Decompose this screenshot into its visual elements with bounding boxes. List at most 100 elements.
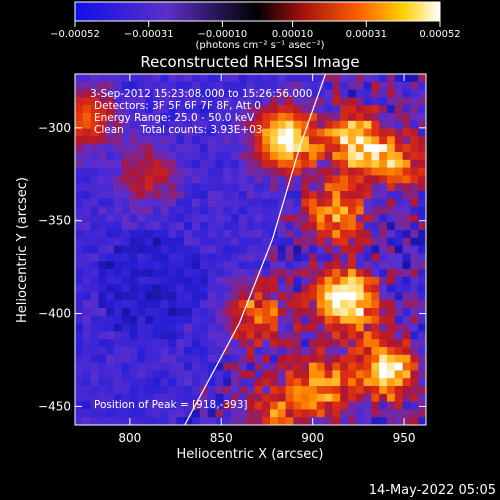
heatmap-cell	[98, 284, 107, 293]
heatmap-cell	[90, 315, 99, 324]
heatmap-cell	[301, 74, 310, 83]
heatmap-cell	[215, 237, 224, 246]
heatmap-cell	[176, 284, 185, 293]
heatmap-cell	[168, 222, 177, 231]
heatmap-cell	[285, 167, 294, 176]
heatmap-cell	[355, 323, 364, 332]
heatmap-cell	[324, 144, 333, 153]
heatmap-cell	[129, 206, 138, 215]
heatmap-cell	[387, 191, 396, 200]
heatmap-cell	[207, 144, 216, 153]
heatmap-cell	[246, 308, 255, 317]
heatmap-cell	[184, 331, 193, 340]
heatmap-cell	[355, 159, 364, 168]
heatmap-cell	[355, 409, 364, 418]
heatmap-cell	[340, 230, 349, 239]
heatmap-cell	[160, 284, 169, 293]
heatmap-cell	[379, 370, 388, 379]
heatmap-cell	[293, 269, 302, 278]
heatmap-cell	[410, 128, 419, 137]
heatmap-cell	[223, 253, 232, 262]
heatmap-cell	[324, 347, 333, 356]
heatmap-cell	[231, 300, 240, 309]
heatmap-cell	[98, 120, 107, 129]
heatmap-cell	[355, 74, 364, 83]
heatmap-cell	[137, 276, 146, 285]
heatmap-cell	[160, 159, 169, 168]
heatmap-cell	[324, 393, 333, 402]
heatmap-cell	[340, 362, 349, 371]
heatmap-cell	[355, 315, 364, 324]
heatmap-cell	[293, 378, 302, 387]
heatmap-cell	[277, 347, 286, 356]
heatmap-cell	[324, 113, 333, 122]
heatmap-cell	[121, 113, 130, 122]
heatmap-cell	[277, 308, 286, 317]
heatmap-cell	[106, 362, 115, 371]
heatmap-cell	[90, 417, 99, 425]
heatmap-cell	[145, 417, 154, 425]
heatmap-cell	[223, 230, 232, 239]
heatmap-cell	[223, 362, 232, 371]
heatmap-image	[75, 74, 426, 425]
heatmap-cell	[98, 167, 107, 176]
heatmap-cell	[332, 308, 341, 317]
heatmap-cell	[254, 292, 263, 301]
heatmap-cell	[153, 323, 162, 332]
heatmap-cell	[387, 230, 396, 239]
heatmap-cell	[418, 237, 426, 246]
heatmap-cell	[137, 261, 146, 270]
heatmap-cell	[90, 74, 99, 83]
heatmap-cell	[394, 370, 403, 379]
heatmap-cell	[410, 206, 419, 215]
heatmap-cell	[114, 136, 123, 145]
heatmap-cell	[121, 245, 130, 254]
heatmap-cell	[355, 284, 364, 293]
heatmap-cell	[379, 120, 388, 129]
heatmap-cell	[348, 113, 357, 122]
heatmap-cell	[160, 230, 169, 239]
heatmap-cell	[285, 370, 294, 379]
heatmap-cell	[371, 144, 380, 153]
heatmap-cell	[324, 292, 333, 301]
heatmap-cell	[75, 97, 84, 106]
heatmap-cell	[192, 331, 201, 340]
heatmap-cell	[316, 315, 325, 324]
heatmap-cell	[301, 354, 310, 363]
heatmap-cell	[207, 354, 216, 363]
heatmap-cell	[114, 378, 123, 387]
heatmap-cell	[192, 159, 201, 168]
heatmap-cell	[137, 214, 146, 223]
heatmap-cell	[231, 191, 240, 200]
heatmap-cell	[145, 245, 154, 254]
heatmap-cell	[145, 191, 154, 200]
heatmap-cell	[168, 401, 177, 410]
heatmap-cell	[355, 253, 364, 262]
heatmap-cell	[153, 136, 162, 145]
heatmap-cell	[106, 354, 115, 363]
heatmap-cell	[348, 198, 357, 207]
heatmap-cell	[246, 105, 255, 114]
heatmap-cell	[371, 347, 380, 356]
heatmap-cell	[363, 89, 372, 98]
heatmap-cell	[402, 354, 411, 363]
heatmap-cell	[277, 105, 286, 114]
heatmap-cell	[106, 253, 115, 262]
heatmap-cell	[387, 370, 396, 379]
heatmap-cell	[129, 175, 138, 184]
heatmap-cell	[129, 417, 138, 425]
heatmap-cell	[153, 284, 162, 293]
heatmap-cell	[153, 308, 162, 317]
heatmap-cell	[192, 300, 201, 309]
heatmap-cell	[387, 300, 396, 309]
heatmap-cell	[153, 214, 162, 223]
heatmap-cell	[184, 230, 193, 239]
heatmap-cell	[402, 308, 411, 317]
heatmap-cell	[223, 237, 232, 246]
colorbar-tick-label: −0.00010	[198, 29, 248, 40]
heatmap-cell	[316, 362, 325, 371]
heatmap-cell	[402, 347, 411, 356]
annotation-clean: Clean Total counts: 3.93E+03	[94, 124, 263, 136]
heatmap-cell	[293, 347, 302, 356]
heatmap-cell	[246, 401, 255, 410]
